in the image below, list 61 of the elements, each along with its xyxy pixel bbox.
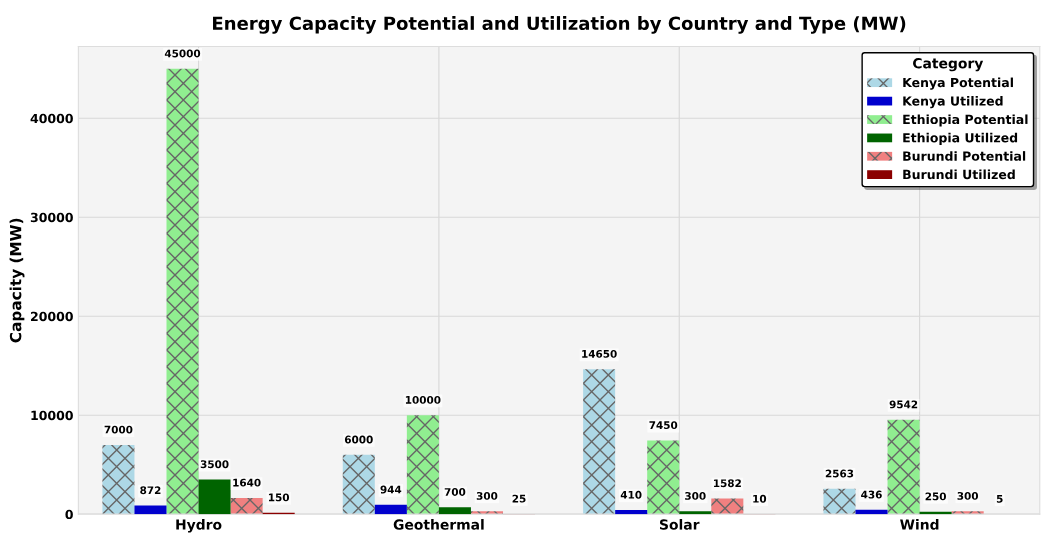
bar xyxy=(470,511,503,515)
legend-label: Burundi Utilized xyxy=(903,169,1015,180)
data-label: 872 xyxy=(140,486,161,495)
legend-label: Burundi Potential xyxy=(903,151,1026,161)
data-label: 14650 xyxy=(582,349,617,358)
bar xyxy=(647,440,680,515)
x-tick-label: Geothermal xyxy=(393,519,484,530)
data-label: 300 xyxy=(685,491,706,500)
x-tick-label: Hydro xyxy=(176,519,222,533)
x-tick-label: Wind xyxy=(900,519,939,530)
y-tick-label: 40000 xyxy=(30,113,73,124)
data-label: 25 xyxy=(512,494,526,503)
x-tick-label: Solar xyxy=(659,519,700,530)
data-label: 10 xyxy=(753,494,767,503)
chart-title: Energy Capacity Potential and Utilization by Country and Type (MW) xyxy=(213,16,906,34)
legend-label: Ethiopia Potential xyxy=(903,114,1028,127)
data-label: 410 xyxy=(620,490,642,499)
bar xyxy=(198,479,231,515)
bar xyxy=(679,511,712,515)
legend-label: Kenya Utilized xyxy=(903,95,1003,109)
data-label: 10000 xyxy=(405,395,441,404)
bar xyxy=(406,415,439,515)
data-label: 5 xyxy=(996,495,1003,503)
data-label: 45000 xyxy=(164,49,201,58)
bar xyxy=(230,497,263,515)
data-label: 300 xyxy=(957,491,979,500)
legend-label: Kenya Potential xyxy=(903,77,1013,90)
data-label: 944 xyxy=(380,485,402,494)
bar xyxy=(615,510,648,515)
legend-label: Ethiopia Utilized xyxy=(903,132,1018,145)
data-label: 3500 xyxy=(200,460,229,469)
bar xyxy=(823,488,856,515)
y-tick-label: 20000 xyxy=(31,311,73,322)
bar xyxy=(887,419,920,515)
y-tick-label: 10000 xyxy=(31,410,73,421)
bar xyxy=(102,444,135,515)
data-label: 9542 xyxy=(889,400,918,409)
bar xyxy=(134,505,167,515)
y-tick-label: 30000 xyxy=(30,212,73,223)
data-label: 2563 xyxy=(825,469,854,478)
data-label: 436 xyxy=(861,490,882,499)
bar xyxy=(438,507,471,515)
data-label: 6000 xyxy=(344,435,373,444)
data-label: 250 xyxy=(925,492,946,501)
data-label: 1582 xyxy=(714,479,741,488)
data-label: 7000 xyxy=(104,425,133,434)
data-label: 700 xyxy=(444,488,466,496)
legend-title: Category xyxy=(913,57,984,72)
bar xyxy=(711,498,744,515)
bar xyxy=(583,369,616,515)
bar xyxy=(855,509,888,515)
bar xyxy=(951,511,984,515)
bar xyxy=(342,454,375,515)
y-tick-label: 0 xyxy=(65,509,73,520)
data-label: 150 xyxy=(268,493,290,502)
bar xyxy=(166,68,199,515)
y-axis-title: Capacity (MW) xyxy=(9,218,25,343)
data-label: 1640 xyxy=(233,478,261,487)
bar xyxy=(374,504,407,515)
data-label: 300 xyxy=(476,491,498,500)
data-label: 7450 xyxy=(649,421,678,430)
